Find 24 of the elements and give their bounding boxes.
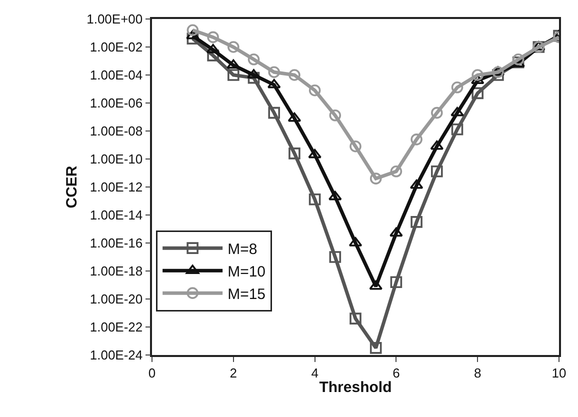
- y-tick-label: 1.00E-12: [90, 180, 143, 195]
- legend-label: M=15: [228, 286, 266, 303]
- y-tick-label: 1.00E-16: [90, 236, 143, 251]
- x-tick-label: 6: [392, 365, 400, 380]
- y-tick-label: 1.00E-02: [90, 40, 143, 55]
- y-tick-label: 1.00E-18: [90, 264, 143, 279]
- x-tick-label: 4: [311, 365, 318, 380]
- y-tick-label: 1.00E-04: [90, 68, 143, 83]
- legend-label: M=8: [228, 240, 258, 258]
- x-tick-label: 8: [474, 365, 482, 380]
- x-tick-label: 0: [148, 365, 156, 380]
- y-tick-label: 1.00E-06: [90, 96, 143, 111]
- y-tick-label: 1.00E-24: [90, 348, 143, 363]
- y-tick-label: 1.00E-08: [90, 124, 143, 139]
- x-tick-label: 2: [230, 365, 238, 380]
- x-tick-label: 10: [552, 365, 566, 380]
- y-tick-label: 1.00E-10: [90, 152, 143, 167]
- y-axis-title: CCER: [63, 166, 80, 208]
- y-tick-label: 1.00E-14: [90, 208, 143, 223]
- legend-label: M=10: [228, 263, 266, 280]
- y-tick-label: 1.00E-20: [90, 292, 143, 307]
- x-axis-title: Threshold: [319, 378, 392, 396]
- y-tick-label: 1.00E+00: [86, 12, 143, 27]
- y-tick-label: 1.00E-22: [90, 320, 143, 335]
